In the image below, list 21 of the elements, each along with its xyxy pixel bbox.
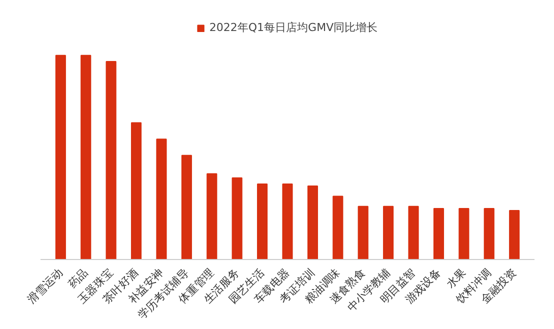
bar <box>106 61 116 260</box>
bar <box>55 54 66 260</box>
bar <box>458 208 470 260</box>
bar <box>358 206 368 260</box>
bar <box>206 173 218 260</box>
bar <box>282 183 293 260</box>
bar <box>307 186 318 260</box>
bar <box>383 206 394 260</box>
bar <box>232 177 242 260</box>
bar <box>130 122 142 260</box>
bar <box>181 154 192 260</box>
x-tick-label: 滑雪运动 <box>24 266 66 306</box>
bar <box>257 183 268 260</box>
bar <box>80 54 92 260</box>
bar <box>332 196 344 260</box>
bar <box>509 210 520 260</box>
bar <box>433 208 444 260</box>
bar <box>408 206 419 260</box>
bar <box>484 208 494 260</box>
bar <box>156 138 167 260</box>
legend-label: 2022年Q1每日店均GMV同比增长 <box>209 20 378 35</box>
